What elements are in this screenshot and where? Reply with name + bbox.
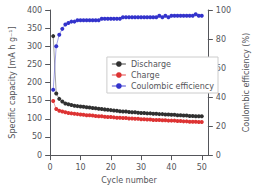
- svg-text:100: 100: [27, 114, 42, 123]
- svg-text:350: 350: [27, 24, 42, 33]
- svg-text:60: 60: [215, 63, 226, 73]
- svg-text:0: 0: [37, 151, 42, 160]
- svg-text:Coulombic efficiency (%): Coulombic efficiency (%): [242, 33, 251, 133]
- svg-text:40: 40: [166, 163, 176, 172]
- svg-text:Charge: Charge: [131, 71, 160, 80]
- svg-text:50: 50: [32, 132, 42, 141]
- svg-text:20: 20: [216, 122, 226, 131]
- svg-text:40: 40: [216, 93, 226, 102]
- svg-text:400: 400: [27, 6, 42, 15]
- svg-text:Specific capacity [mA h g⁻¹]: Specific capacity [mA h g⁻¹]: [8, 26, 17, 138]
- svg-text:100: 100: [216, 6, 231, 15]
- svg-text:80: 80: [216, 35, 226, 44]
- svg-text:30: 30: [136, 163, 146, 172]
- svg-text:250: 250: [27, 60, 42, 69]
- svg-text:50: 50: [197, 163, 207, 172]
- svg-text:300: 300: [27, 42, 42, 51]
- svg-text:0: 0: [216, 151, 221, 160]
- svg-text:Coulombic efficiency: Coulombic efficiency: [131, 82, 214, 91]
- svg-text:0: 0: [48, 163, 53, 172]
- svg-text:200: 200: [27, 78, 42, 87]
- svg-text:Cycle number: Cycle number: [101, 176, 157, 185]
- svg-text:150: 150: [27, 96, 42, 105]
- svg-text:Discharge: Discharge: [131, 60, 171, 69]
- svg-text:10: 10: [75, 163, 85, 172]
- svg-text:20: 20: [106, 163, 116, 172]
